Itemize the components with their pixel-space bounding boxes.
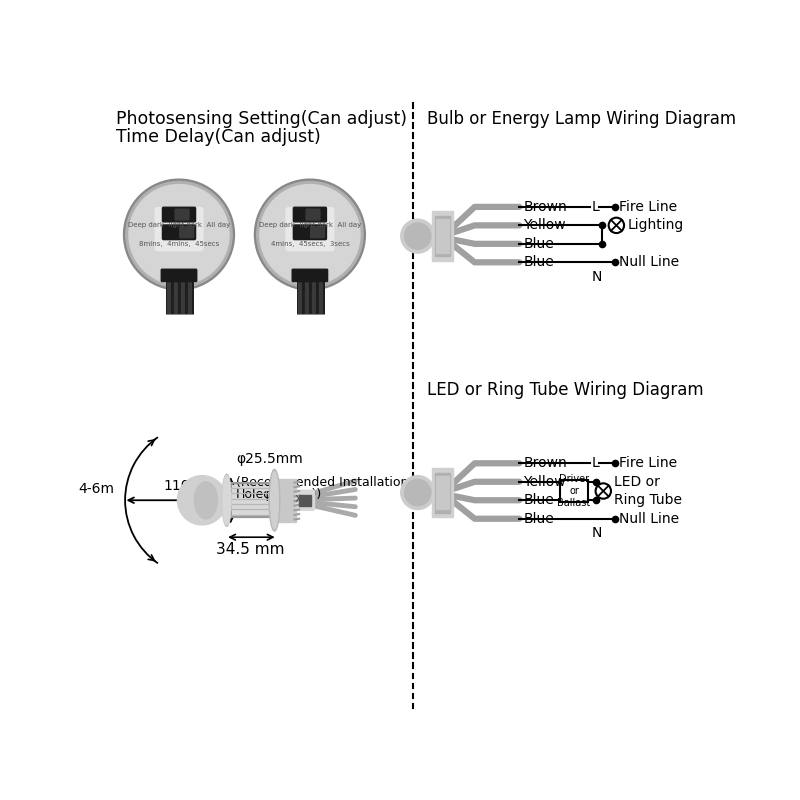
Circle shape bbox=[254, 179, 366, 290]
FancyBboxPatch shape bbox=[286, 208, 334, 250]
Text: LED or Ring Tube Wiring Diagram: LED or Ring Tube Wiring Diagram bbox=[427, 381, 703, 399]
Text: Lighting: Lighting bbox=[627, 218, 683, 232]
FancyBboxPatch shape bbox=[155, 208, 203, 250]
Circle shape bbox=[401, 219, 434, 253]
Text: Yellow: Yellow bbox=[523, 474, 566, 489]
Text: Yellow: Yellow bbox=[523, 218, 566, 232]
Text: Fire Line: Fire Line bbox=[618, 200, 677, 214]
Bar bbox=[436, 219, 449, 253]
FancyBboxPatch shape bbox=[292, 270, 328, 282]
FancyBboxPatch shape bbox=[306, 209, 320, 220]
Text: L: L bbox=[592, 200, 599, 214]
Text: Deep dark  light dark  All day: Deep dark light dark All day bbox=[128, 222, 230, 228]
Bar bbox=[226, 483, 281, 517]
Ellipse shape bbox=[270, 472, 278, 529]
Text: Driver
or
Ballast: Driver or Ballast bbox=[558, 474, 590, 509]
FancyBboxPatch shape bbox=[180, 227, 194, 238]
Text: L: L bbox=[592, 456, 599, 470]
FancyBboxPatch shape bbox=[294, 207, 326, 222]
FancyBboxPatch shape bbox=[162, 270, 197, 282]
Text: 110°: 110° bbox=[163, 478, 197, 493]
Text: Null Line: Null Line bbox=[618, 255, 678, 270]
Bar bbox=[436, 476, 449, 510]
Circle shape bbox=[405, 223, 430, 250]
Ellipse shape bbox=[269, 470, 280, 531]
Text: x: x bbox=[294, 492, 302, 506]
Text: Blue: Blue bbox=[523, 512, 554, 526]
Bar bbox=[434, 473, 450, 513]
FancyBboxPatch shape bbox=[310, 227, 325, 238]
Bar bbox=[299, 495, 311, 506]
Circle shape bbox=[260, 185, 360, 285]
Circle shape bbox=[129, 185, 229, 285]
Circle shape bbox=[123, 179, 234, 290]
Text: Fire Line: Fire Line bbox=[618, 456, 677, 470]
Text: Ring Tube: Ring Tube bbox=[614, 494, 682, 507]
FancyBboxPatch shape bbox=[175, 209, 189, 220]
Text: 8mins,  4mins,  45secs: 8mins, 4mins, 45secs bbox=[139, 241, 219, 246]
Bar bbox=[560, 480, 588, 502]
Text: N: N bbox=[592, 270, 602, 284]
Text: Photosensing Setting(Can adjust): Photosensing Setting(Can adjust) bbox=[116, 110, 407, 128]
Text: Bulb or Energy Lamp Wiring Diagram: Bulb or Energy Lamp Wiring Diagram bbox=[427, 110, 736, 128]
Text: 4-6m: 4-6m bbox=[78, 482, 114, 496]
Ellipse shape bbox=[222, 474, 231, 526]
Bar bbox=[434, 216, 450, 256]
Circle shape bbox=[401, 476, 434, 510]
Text: Time Delay(Can adjust): Time Delay(Can adjust) bbox=[116, 128, 321, 146]
Text: LED or: LED or bbox=[614, 474, 660, 489]
Text: φ25.5mm: φ25.5mm bbox=[236, 451, 302, 466]
Text: 4mins,  45secs,  3secs: 4mins, 45secs, 3secs bbox=[270, 241, 350, 246]
Circle shape bbox=[178, 476, 226, 525]
Circle shape bbox=[405, 479, 430, 506]
Text: Brown: Brown bbox=[523, 200, 567, 214]
Ellipse shape bbox=[194, 482, 218, 518]
FancyBboxPatch shape bbox=[294, 225, 326, 240]
Text: Deep dark  light dark  All day: Deep dark light dark All day bbox=[258, 222, 361, 228]
Text: Holeφ26mm)): Holeφ26mm)) bbox=[236, 488, 322, 501]
FancyBboxPatch shape bbox=[162, 225, 195, 240]
Circle shape bbox=[126, 182, 232, 288]
Bar bbox=[431, 468, 453, 517]
Circle shape bbox=[257, 182, 363, 288]
Text: (Recommended Installation: (Recommended Installation bbox=[236, 476, 408, 490]
Text: Blue: Blue bbox=[523, 255, 554, 270]
FancyBboxPatch shape bbox=[162, 207, 195, 222]
Bar bbox=[431, 211, 453, 261]
Ellipse shape bbox=[223, 476, 230, 524]
Text: Blue: Blue bbox=[523, 494, 554, 507]
Text: Brown: Brown bbox=[523, 456, 567, 470]
Text: N: N bbox=[592, 526, 602, 541]
Text: Null Line: Null Line bbox=[618, 512, 678, 526]
Text: Blue: Blue bbox=[523, 237, 554, 251]
FancyBboxPatch shape bbox=[296, 490, 314, 510]
Text: 34.5 mm: 34.5 mm bbox=[216, 542, 285, 557]
Bar bbox=[279, 478, 296, 522]
